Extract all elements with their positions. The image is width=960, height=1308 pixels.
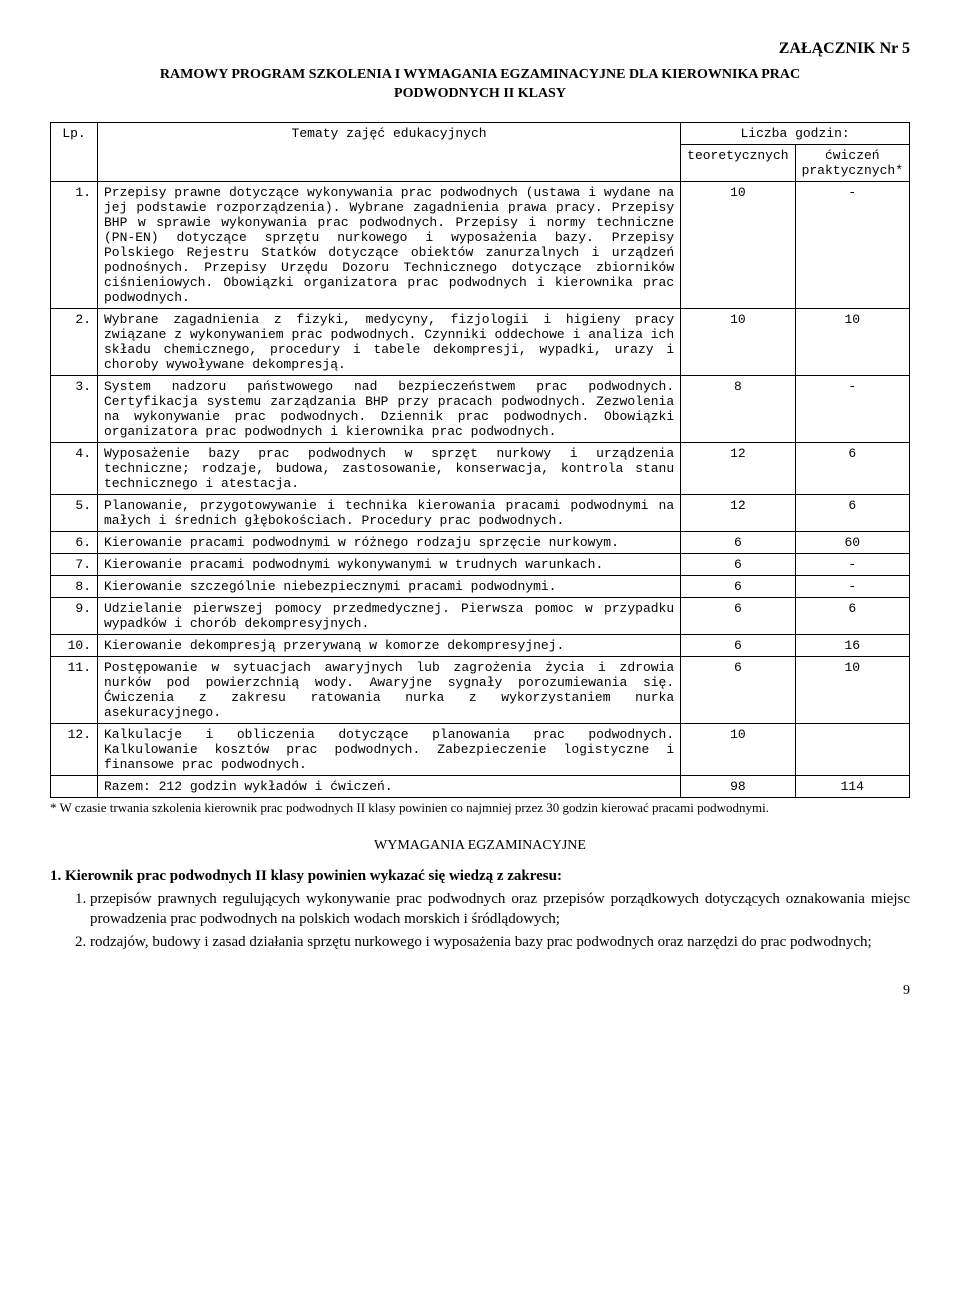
row-theory-hours: 6 — [681, 531, 795, 553]
table-row: 11.Postępowanie w sytuacjach awaryjnych … — [51, 656, 910, 723]
row-theory-hours: 12 — [681, 494, 795, 531]
table-row: 2.Wybrane zagadnienia z fizyki, medycyny… — [51, 308, 910, 375]
row-number: 1. — [51, 181, 98, 308]
total-theory: 98 — [681, 775, 795, 797]
row-number: 10. — [51, 634, 98, 656]
row-topic: Wyposażenie bazy prac podwodnych w sprzę… — [98, 442, 681, 494]
row-practice-hours: 10 — [795, 656, 909, 723]
table-row: 12.Kalkulacje i obliczenia dotyczące pla… — [51, 723, 910, 775]
attachment-label: ZAŁĄCZNIK Nr 5 — [50, 40, 910, 58]
row-theory-hours: 10 — [681, 308, 795, 375]
row-theory-hours: 6 — [681, 597, 795, 634]
row-topic: System nadzoru państwowego nad bezpiecze… — [98, 375, 681, 442]
row-practice-hours: - — [795, 375, 909, 442]
table-row: 3.System nadzoru państwowego nad bezpiec… — [51, 375, 910, 442]
col-topic: Tematy zajęć edukacyjnych — [98, 122, 681, 181]
row-topic: Kierowanie dekompresją przerywaną w komo… — [98, 634, 681, 656]
row-number: 7. — [51, 553, 98, 575]
row-number: 4. — [51, 442, 98, 494]
row-practice-hours: 6 — [795, 442, 909, 494]
row-number: 8. — [51, 575, 98, 597]
table-row: 1.Przepisy prawne dotyczące wykonywania … — [51, 181, 910, 308]
total-label: Razem: 212 godzin wykładów i ćwiczeń. — [98, 775, 681, 797]
row-topic: Kierowanie pracami podwodnymi wykonywany… — [98, 553, 681, 575]
row-number: 5. — [51, 494, 98, 531]
row-practice-hours: 10 — [795, 308, 909, 375]
row-practice-hours: 6 — [795, 494, 909, 531]
row-number: 9. — [51, 597, 98, 634]
row-topic: Postępowanie w sytuacjach awaryjnych lub… — [98, 656, 681, 723]
table-row: 6.Kierowanie pracami podwodnymi w różneg… — [51, 531, 910, 553]
row-theory-hours: 6 — [681, 634, 795, 656]
col-theory: teoretycznych — [681, 144, 795, 181]
title-line-2: PODWODNYCH II KLASY — [394, 86, 566, 101]
row-theory-hours: 10 — [681, 181, 795, 308]
row-topic: Kierowanie pracami podwodnymi w różnego … — [98, 531, 681, 553]
page-number: 9 — [50, 983, 910, 999]
row-theory-hours: 6 — [681, 575, 795, 597]
row-number: 11. — [51, 656, 98, 723]
row-topic: Wybrane zagadnienia z fizyki, medycyny, … — [98, 308, 681, 375]
col-practice: ćwiczeń praktycznych* — [795, 144, 909, 181]
list-item: rodzajów, budowy i zasad działania sprzę… — [90, 932, 910, 952]
total-practice: 114 — [795, 775, 909, 797]
row-topic: Udzielanie pierwszej pomocy przedmedyczn… — [98, 597, 681, 634]
row-theory-hours: 6 — [681, 553, 795, 575]
row-theory-hours: 8 — [681, 375, 795, 442]
row-topic: Kalkulacje i obliczenia dotyczące planow… — [98, 723, 681, 775]
total-lp — [51, 775, 98, 797]
row-theory-hours: 12 — [681, 442, 795, 494]
table-row: 7.Kierowanie pracami podwodnymi wykonywa… — [51, 553, 910, 575]
curriculum-table: Lp. Tematy zajęć edukacyjnych Liczba god… — [50, 122, 910, 798]
col-lp: Lp. — [51, 122, 98, 181]
row-topic: Kierowanie szczególnie niebezpiecznymi p… — [98, 575, 681, 597]
table-row: 10.Kierowanie dekompresją przerywaną w k… — [51, 634, 910, 656]
row-theory-hours: 6 — [681, 656, 795, 723]
table-total-row: Razem: 212 godzin wykładów i ćwiczeń. 98… — [51, 775, 910, 797]
row-practice-hours: 16 — [795, 634, 909, 656]
table-row: 4.Wyposażenie bazy prac podwodnych w spr… — [51, 442, 910, 494]
table-footnote: * W czasie trwania szkolenia kierownik p… — [50, 800, 910, 816]
row-topic: Planowanie, przygotowywanie i technika k… — [98, 494, 681, 531]
list-item: przepisów prawnych regulujących wykonywa… — [90, 889, 910, 930]
row-practice-hours: - — [795, 553, 909, 575]
row-practice-hours — [795, 723, 909, 775]
title-line-1: RAMOWY PROGRAM SZKOLENIA I WYMAGANIA EGZ… — [160, 67, 800, 82]
table-row: 8.Kierowanie szczególnie niebezpiecznymi… — [51, 575, 910, 597]
exam-section-title: WYMAGANIA EGZAMINACYJNE — [50, 838, 910, 854]
table-row: 9.Udzielanie pierwszej pomocy przedmedyc… — [51, 597, 910, 634]
row-practice-hours: 6 — [795, 597, 909, 634]
row-practice-hours: - — [795, 575, 909, 597]
row-theory-hours: 10 — [681, 723, 795, 775]
col-hours: Liczba godzin: — [681, 122, 910, 144]
row-number: 2. — [51, 308, 98, 375]
row-number: 3. — [51, 375, 98, 442]
row-practice-hours: 60 — [795, 531, 909, 553]
row-number: 6. — [51, 531, 98, 553]
document-title: RAMOWY PROGRAM SZKOLENIA I WYMAGANIA EGZ… — [50, 66, 910, 104]
row-number: 12. — [51, 723, 98, 775]
table-row: 5.Planowanie, przygotowywanie i technika… — [51, 494, 910, 531]
requirements-list: przepisów prawnych regulujących wykonywa… — [72, 889, 910, 953]
row-practice-hours: - — [795, 181, 909, 308]
requirements-intro: 1. Kierownik prac podwodnych II klasy po… — [50, 868, 910, 885]
row-topic: Przepisy prawne dotyczące wykonywania pr… — [98, 181, 681, 308]
table-header-row-1: Lp. Tematy zajęć edukacyjnych Liczba god… — [51, 122, 910, 144]
